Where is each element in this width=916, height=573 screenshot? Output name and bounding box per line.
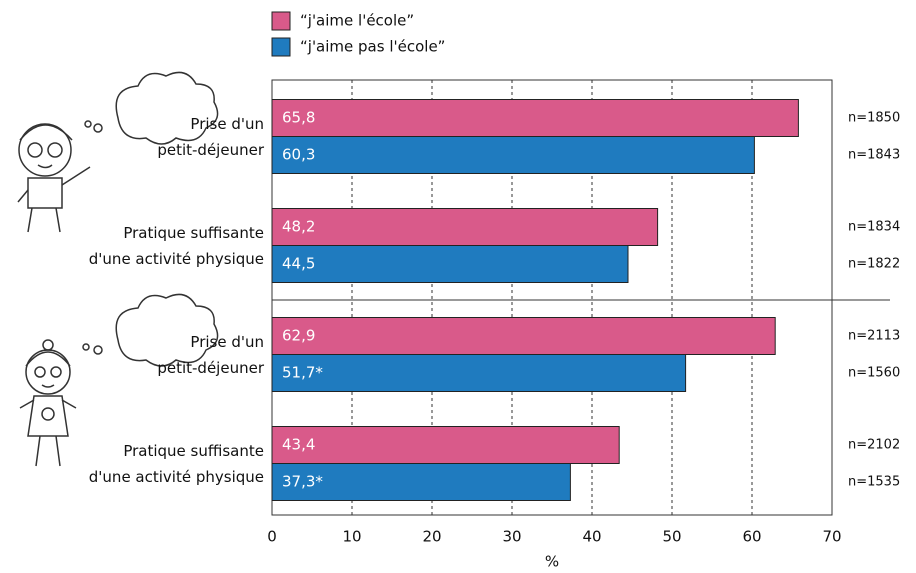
- category-label: Prise d'un petit-déjeuner: [157, 114, 264, 159]
- legend-swatch: [271, 37, 291, 57]
- bar: [271, 463, 571, 501]
- bar: [271, 245, 629, 283]
- bar: [271, 99, 799, 137]
- legend-label: “j'aime pas l'école”: [300, 38, 445, 56]
- bar: [271, 208, 659, 246]
- legend-swatch: [271, 11, 291, 31]
- value-label: 60,3: [282, 146, 315, 164]
- illustration-girl: [19, 293, 219, 467]
- sample-size-label: n=1843: [848, 148, 900, 163]
- x-tick-label: 40: [582, 528, 601, 546]
- x-tick-label: 60: [742, 528, 761, 546]
- bar: [271, 317, 776, 355]
- value-label: 43,4: [282, 436, 315, 454]
- sample-size-label: n=1822: [848, 257, 900, 272]
- x-tick-label: 50: [662, 528, 681, 546]
- illustration-boy: [17, 71, 219, 233]
- bar: [271, 136, 755, 174]
- bar: [271, 354, 687, 392]
- sample-size-label: n=1850: [848, 111, 900, 126]
- sample-size-label: n=2102: [848, 438, 900, 453]
- value-label: 44,5: [282, 255, 315, 273]
- sample-size-label: n=1535: [848, 475, 900, 490]
- x-axis-label: %: [545, 553, 559, 571]
- x-tick-label: 10: [342, 528, 361, 546]
- category-label: Pratique suffisante d'une activité physi…: [88, 223, 264, 268]
- value-label: 51,7*: [282, 364, 323, 382]
- legend-label: “j'aime l'école”: [300, 12, 414, 30]
- x-tick-label: 0: [267, 528, 277, 546]
- x-tick-label: 20: [422, 528, 441, 546]
- value-label: 65,8: [282, 109, 315, 127]
- value-label: 37,3*: [282, 473, 323, 491]
- sample-size-label: n=1834: [848, 220, 900, 235]
- plot-frame: [271, 79, 833, 516]
- category-label: Pratique suffisante d'une activité physi…: [88, 441, 264, 486]
- bar: [271, 426, 620, 464]
- value-label: 62,9: [282, 327, 315, 345]
- x-tick-label: 70: [822, 528, 841, 546]
- sample-size-label: n=1560: [848, 366, 900, 381]
- x-tick-label: 30: [502, 528, 521, 546]
- value-label: 48,2: [282, 218, 315, 236]
- category-label: Prise d'un petit-déjeuner: [157, 332, 264, 377]
- sample-size-label: n=2113: [848, 329, 900, 344]
